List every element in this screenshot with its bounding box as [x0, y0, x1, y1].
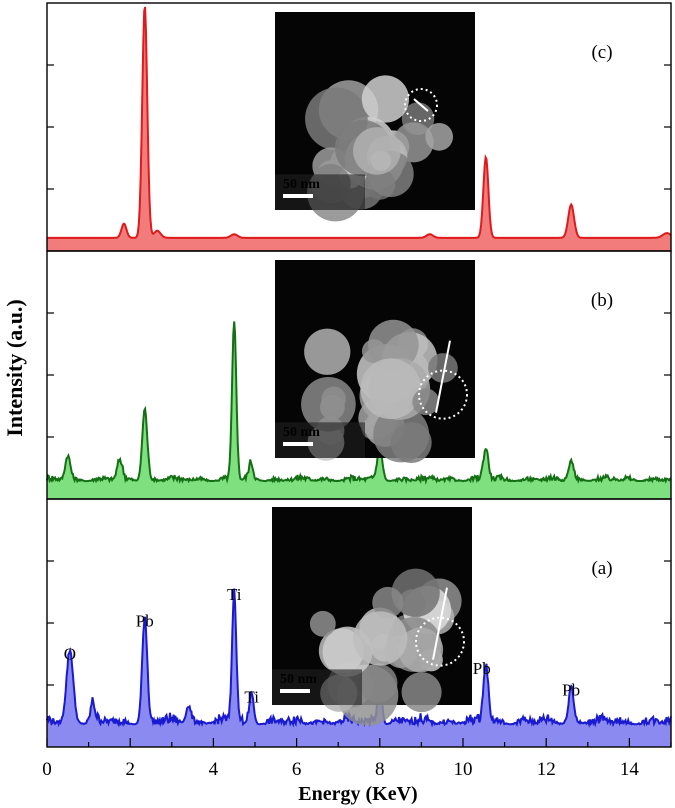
- scale-bar-label: 50 nm: [280, 672, 317, 687]
- peak-label: Pb: [473, 659, 491, 678]
- peak-label: Pb: [136, 611, 154, 630]
- particle-blob: [398, 627, 444, 673]
- x-tick-label: 10: [454, 759, 473, 780]
- spectrum-panel-c: 50 nm (c): [46, 2, 672, 252]
- scale-bar: [280, 689, 310, 693]
- particle-blob: [428, 353, 458, 383]
- particle-blob: [412, 388, 440, 416]
- peak-label: Pb: [562, 680, 580, 699]
- particle-blob: [358, 663, 398, 703]
- particle-blob: [301, 376, 356, 432]
- particle-blob: [353, 611, 408, 666]
- scale-bar: [283, 194, 313, 198]
- spectrum-line-b: [46, 321, 672, 485]
- x-tick-label: 4: [209, 759, 219, 780]
- line-scan-marker: [432, 587, 448, 660]
- x-tick-label: 14: [620, 759, 640, 780]
- line-scan-marker: [413, 98, 429, 112]
- particle-blob: [390, 422, 432, 464]
- analysis-circle-marker: [415, 616, 465, 667]
- particle-blob: [361, 75, 410, 123]
- peak-label: Ti: [244, 687, 259, 706]
- x-axis-label: Energy (KeV): [298, 783, 417, 805]
- scale-bar: [283, 442, 313, 446]
- particle-blob: [368, 319, 419, 371]
- scale-bar-label: 50 nm: [283, 425, 320, 440]
- spectrum-panel-b: 50 nm (b): [46, 250, 672, 500]
- panel-label-c: (c): [591, 42, 612, 63]
- scale-bar-label: 50 nm: [283, 177, 320, 192]
- particle-blob: [309, 610, 336, 637]
- particle-blob: [360, 358, 422, 420]
- stem-inset-c: 50 nm: [275, 12, 475, 222]
- particle-blob: [372, 586, 404, 619]
- x-tick-label: 12: [537, 759, 556, 780]
- stem-inset-b: 50 nm: [275, 260, 475, 464]
- particle-blob: [304, 328, 351, 375]
- particle-blob: [353, 127, 401, 175]
- spectrum-fill-a: [47, 588, 671, 747]
- x-axis: 0 2 4 6 8 10 12 14: [42, 738, 672, 780]
- x-tick-label: 2: [125, 759, 135, 780]
- peak-label: O: [64, 645, 76, 664]
- spectrum-panel-a: 50 nm (a) O Pb Ti Ti Pb Pb: [46, 498, 672, 748]
- particle-blob: [401, 672, 442, 713]
- spectrum-line-c: [47, 6, 672, 239]
- x-tick-label: 6: [292, 759, 302, 780]
- analysis-circle-marker: [404, 88, 438, 123]
- x-tick-label: 0: [42, 759, 52, 780]
- y-axis-label: Intensity (a.u.): [2, 299, 27, 437]
- panel-label-b: (b): [591, 290, 613, 311]
- stem-inset-a: 50 nm: [272, 507, 472, 726]
- particle-blob: [391, 568, 440, 617]
- particle-blob: [425, 122, 454, 151]
- panel-label-a: (a): [591, 558, 612, 579]
- peak-label: Ti: [227, 585, 242, 604]
- line-scan-marker: [435, 340, 451, 413]
- x-tick-label: 8: [375, 759, 385, 780]
- analysis-circle-marker: [418, 369, 468, 420]
